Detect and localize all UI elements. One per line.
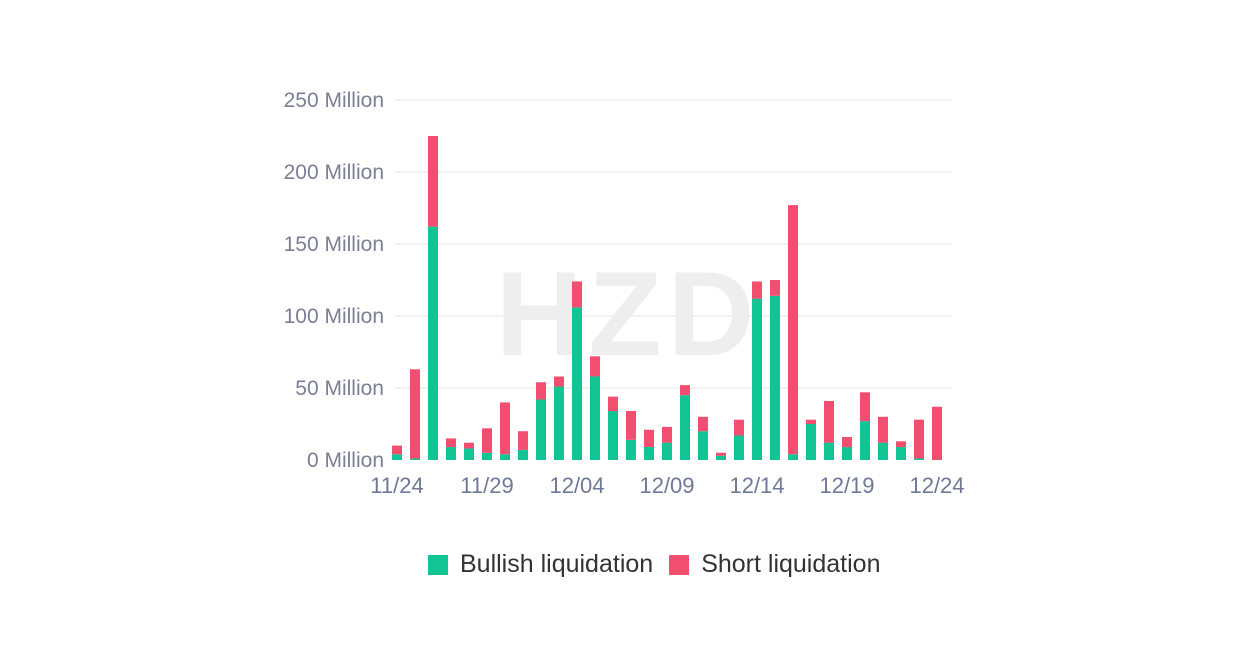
bar-bullish <box>770 295 780 460</box>
bar-bullish <box>428 226 438 460</box>
bar-short <box>914 419 924 459</box>
legend-swatch-short <box>669 554 690 575</box>
bar-bullish <box>806 424 816 460</box>
bar-short <box>590 356 600 377</box>
bar-short <box>734 419 744 436</box>
bar-short <box>770 280 780 296</box>
y-tick-label: 250 Million <box>284 89 384 112</box>
bar-bullish <box>680 395 690 460</box>
bar-short <box>752 281 762 299</box>
bar-short <box>446 438 456 448</box>
bar-bullish <box>464 448 474 460</box>
x-tick-label: 12/19 <box>819 473 874 498</box>
bar-short <box>842 436 852 448</box>
bar-bullish <box>662 442 672 460</box>
legend-item-bullish[interactable]: Bullish liquidation <box>428 550 653 579</box>
legend-item-short[interactable]: Short liquidation <box>669 550 880 579</box>
bar-bullish <box>608 411 618 460</box>
bar-bullish <box>626 439 636 460</box>
bar-bullish <box>698 431 708 460</box>
legend-label-short: Short liquidation <box>701 550 881 578</box>
bar-short <box>716 452 726 456</box>
bar-short <box>464 442 474 449</box>
bar-bullish <box>734 435 744 460</box>
bar-bullish <box>554 386 564 460</box>
bar-bullish <box>536 399 546 460</box>
bar-bullish <box>752 298 762 460</box>
watermark-logo: HZD <box>496 247 761 381</box>
x-tick-label: 12/04 <box>549 473 604 498</box>
bars <box>392 136 942 460</box>
bar-bullish <box>572 307 582 460</box>
bar-short <box>860 392 870 422</box>
x-tick-label: 11/24 <box>370 473 423 498</box>
bar-short <box>572 281 582 308</box>
bar-bullish <box>788 454 798 460</box>
bar-short <box>536 382 546 400</box>
legend: Bullish liquidation Short liquidation <box>428 550 896 579</box>
bar-short <box>932 406 942 460</box>
bar-bullish <box>914 458 924 460</box>
bar-bullish <box>410 458 420 460</box>
bar-bullish <box>590 376 600 460</box>
bar-bullish <box>842 447 852 460</box>
y-tick-label: 50 Million <box>295 377 384 400</box>
y-axis-ticks: 0 Million 50 Million 100 Million 150 Millio… <box>284 89 384 472</box>
bar-bullish <box>644 447 654 460</box>
bar-short <box>554 376 564 387</box>
bar-short <box>824 400 834 443</box>
bar-short <box>698 416 708 432</box>
bar-short <box>500 402 510 455</box>
bar-short <box>788 205 798 455</box>
y-tick-label: 150 Million <box>284 233 384 256</box>
bar-bullish <box>392 454 402 460</box>
bar-short <box>482 428 492 453</box>
x-tick-label: 12/24 <box>909 473 964 498</box>
bar-bullish <box>500 454 510 460</box>
y-tick-label: 0 Million <box>307 449 384 472</box>
bar-bullish <box>896 447 906 460</box>
bar-short <box>878 416 888 443</box>
legend-label-bullish: Bullish liquidation <box>460 550 654 578</box>
bar-short <box>626 411 636 440</box>
bar-bullish <box>716 455 726 460</box>
bar-bullish <box>518 449 528 460</box>
bar-short <box>896 441 906 448</box>
bar-short <box>392 445 402 455</box>
bar-bullish <box>824 442 834 460</box>
x-tick-label: 12/09 <box>639 473 694 498</box>
bar-short <box>428 136 438 227</box>
y-tick-label: 200 Million <box>284 161 384 184</box>
gridlines <box>395 99 952 389</box>
bar-short <box>806 419 816 424</box>
x-axis-ticks: 11/24 11/29 12/04 12/09 12/14 12/19 12/24 <box>370 473 964 498</box>
x-tick-label: 12/14 <box>729 473 784 498</box>
bar-short <box>644 429 654 448</box>
bar-short <box>680 385 690 396</box>
bar-short <box>410 369 420 459</box>
bar-bullish <box>878 442 888 460</box>
bar-short <box>518 431 528 450</box>
bar-short <box>608 396 618 412</box>
x-tick-label: 11/29 <box>460 473 513 498</box>
y-tick-label: 100 Million <box>284 305 384 328</box>
legend-swatch-bullish <box>428 554 448 575</box>
bar-bullish <box>860 421 870 460</box>
bar-bullish <box>446 447 456 460</box>
bar-bullish <box>482 452 492 460</box>
bar-short <box>662 426 672 443</box>
